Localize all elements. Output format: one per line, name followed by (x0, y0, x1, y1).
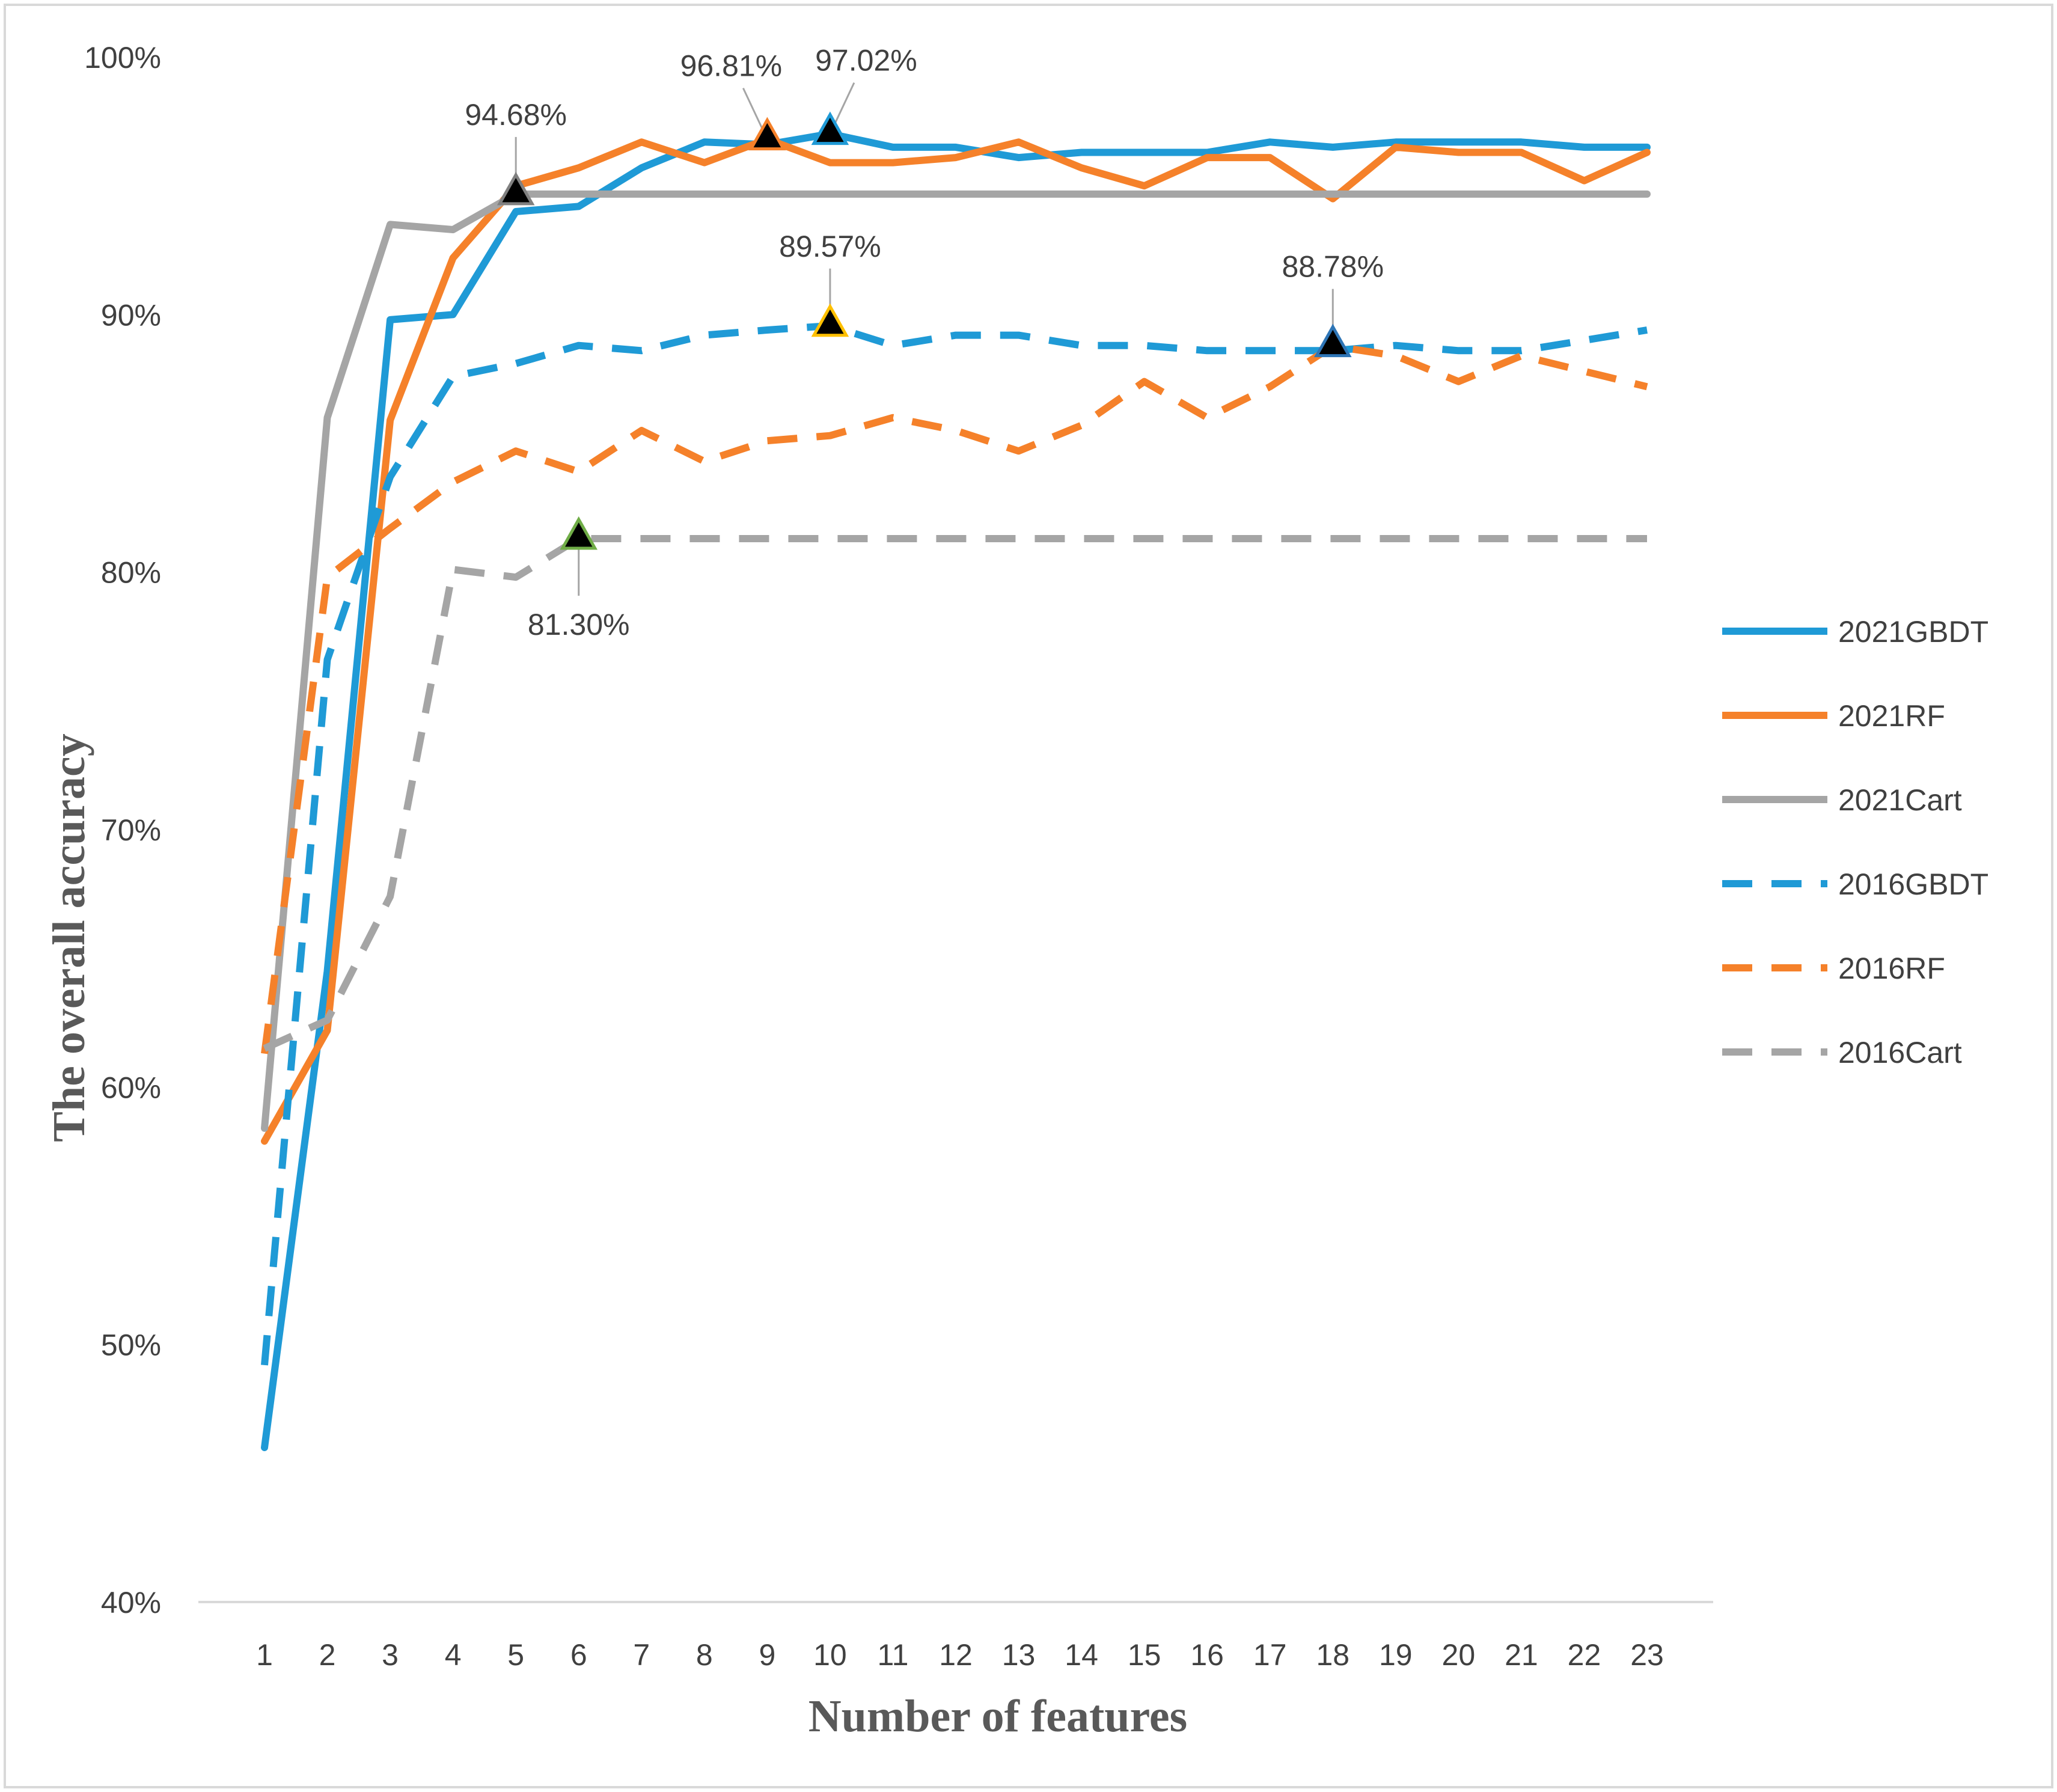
x-tick-label: 18 (1316, 1638, 1349, 1672)
series-line-2016GBDT (261, 322, 1648, 1366)
x-tick-label: 4 (445, 1638, 462, 1672)
series-line-2021Cart (261, 190, 1651, 1132)
annotations: 94.68% 96.81% 97.02% 89.57% 88.78% 81.30% (465, 44, 1384, 641)
annotation-label: 94.68% (465, 98, 567, 132)
annotation-marker-2016RF (1313, 323, 1352, 358)
x-tick-label: 9 (759, 1638, 775, 1672)
y-tick-label: 80% (101, 556, 161, 590)
x-tick-label: 13 (1002, 1638, 1036, 1672)
annotation-marker-2021GBDT (811, 111, 849, 145)
annotation-label: 89.57% (779, 230, 881, 263)
x-tick-label: 10 (813, 1638, 847, 1672)
legend-label-2016GBDT: 2016GBDT (1838, 867, 1988, 901)
annotation-marker-2021RF (748, 117, 786, 151)
x-tick-label: 8 (696, 1638, 713, 1672)
legend-label-2021GBDT: 2021GBDT (1838, 615, 1988, 649)
chart-frame (4, 4, 2053, 1788)
x-tick-label: 21 (1505, 1638, 1538, 1672)
legend-label-2016Cart: 2016Cart (1838, 1036, 1962, 1069)
y-axis-title: The overall accuracy (44, 733, 94, 1142)
x-tick-label: 14 (1065, 1638, 1098, 1672)
x-tick-label: 5 (507, 1638, 524, 1672)
series-line-2016Cart (263, 535, 1647, 1052)
x-tick-label: 7 (633, 1638, 650, 1672)
y-tick-label: 100% (84, 41, 161, 75)
x-tick-label: 23 (1630, 1638, 1664, 1672)
y-tick-label: 70% (101, 813, 161, 847)
y-tick-label: 50% (101, 1329, 161, 1362)
y-tick-label: 90% (101, 298, 161, 332)
series-line-2021GBDT (261, 130, 1651, 1451)
legend: 2021GBDT 2021RF 2021Cart 2016GBDT 2016RF 2016… (1722, 615, 1988, 1069)
x-tick-label: 2 (319, 1638, 336, 1672)
axes: 40%50%60%70%80%90%100%1 2 3 4 5 6 7 8 9 10 11 12 13 1… (84, 41, 1713, 1672)
y-tick-label: 40% (101, 1586, 161, 1619)
annotation-marker-2016Cart (560, 516, 598, 550)
x-axis-title: Number of features (808, 1691, 1187, 1742)
x-tick-label: 11 (878, 1638, 909, 1672)
y-tick-label: 60% (101, 1071, 161, 1104)
series-lines (261, 130, 1651, 1451)
annotation-label: 97.02% (815, 44, 917, 78)
x-tick-label: 6 (570, 1638, 587, 1672)
x-tick-label: 20 (1442, 1638, 1476, 1672)
legend-label-2021RF: 2021RF (1838, 699, 1945, 733)
annotation-label: 81.30% (528, 608, 630, 641)
annotation-marker-2016GBDT (811, 303, 849, 337)
x-tick-label: 17 (1253, 1638, 1287, 1672)
x-tick-label: 22 (1568, 1638, 1601, 1672)
x-tick-label: 16 (1190, 1638, 1224, 1672)
series-line-2016RF (261, 342, 1648, 1054)
annotation-label: 88.78% (1282, 250, 1384, 284)
x-tick-label: 12 (939, 1638, 973, 1672)
annotation-marker-2021Cart (497, 171, 535, 206)
legend-label-2021Cart: 2021Cart (1838, 783, 1962, 817)
x-tick-label: 3 (382, 1638, 399, 1672)
x-tick-label: 15 (1128, 1638, 1161, 1672)
legend-label-2016RF: 2016RF (1838, 952, 1945, 985)
x-tick-label: 19 (1379, 1638, 1413, 1672)
x-tick-label: 1 (256, 1638, 273, 1672)
annotation-label: 96.81% (680, 49, 783, 83)
